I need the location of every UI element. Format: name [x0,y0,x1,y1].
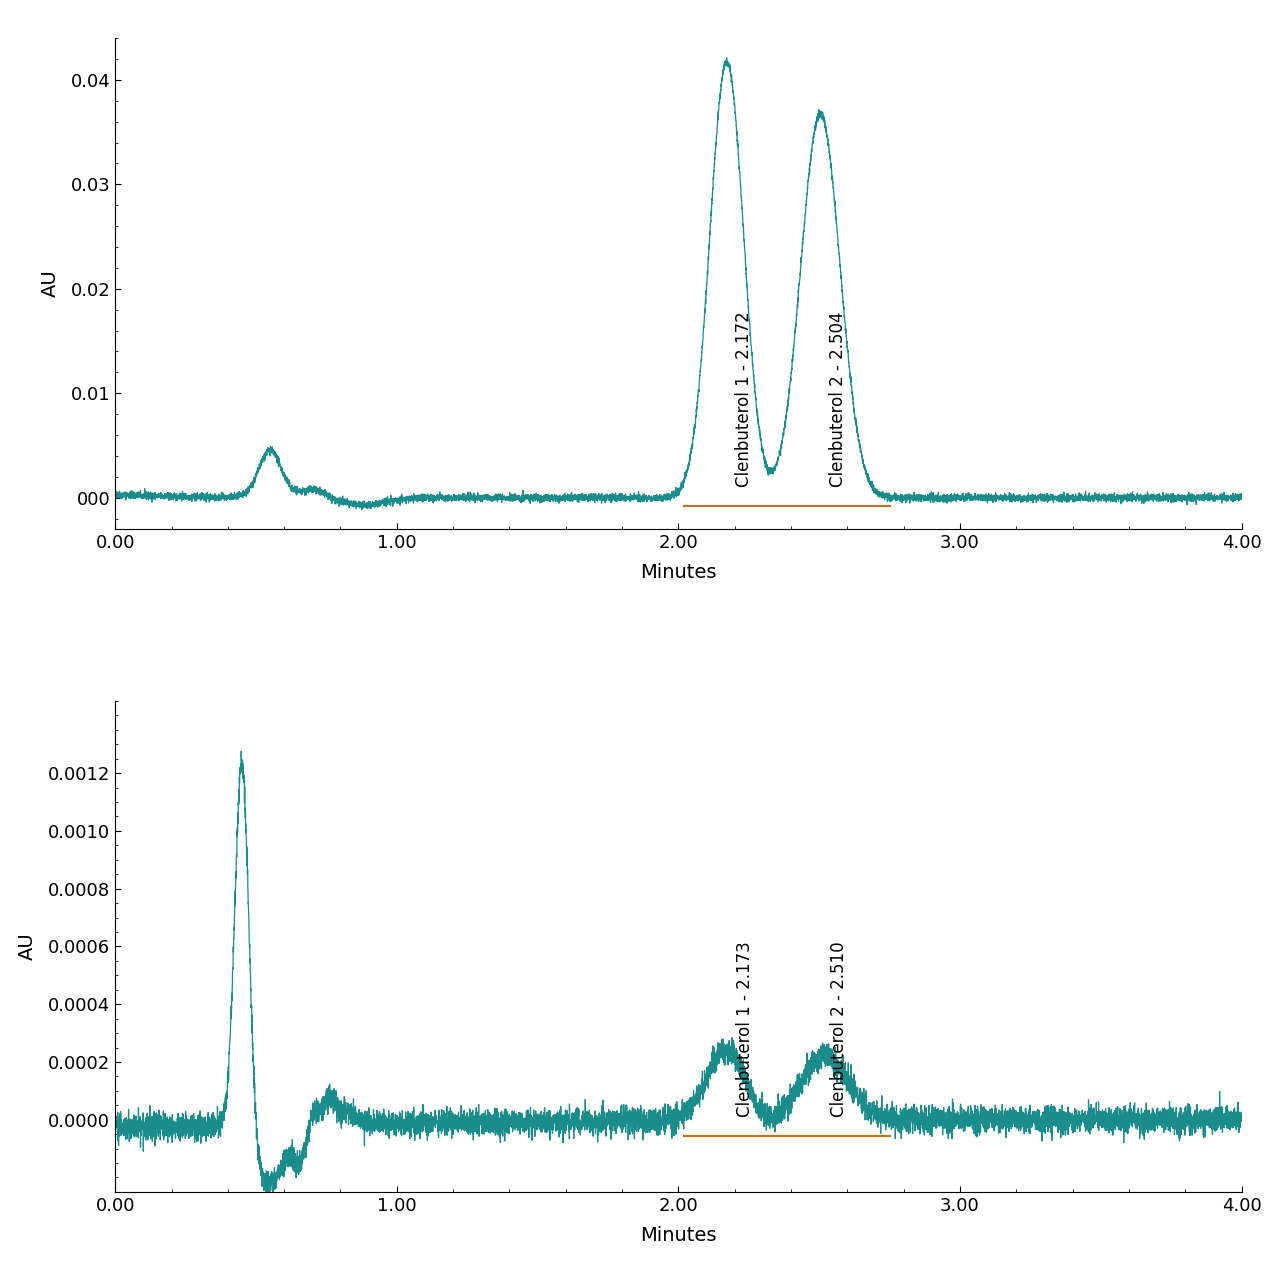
X-axis label: Minutes: Minutes [640,1226,717,1245]
Y-axis label: AU: AU [18,932,37,960]
Text: Clenbuterol 2 - 2.504: Clenbuterol 2 - 2.504 [828,312,847,487]
Text: Clenbuterol 1 - 2.172: Clenbuterol 1 - 2.172 [735,312,754,487]
X-axis label: Minutes: Minutes [640,563,717,582]
Text: Clenbuterol 1 - 2.173: Clenbuterol 1 - 2.173 [736,941,754,1117]
Text: Clenbuterol 2 - 2.510: Clenbuterol 2 - 2.510 [831,941,849,1117]
Y-axis label: AU: AU [41,270,59,298]
